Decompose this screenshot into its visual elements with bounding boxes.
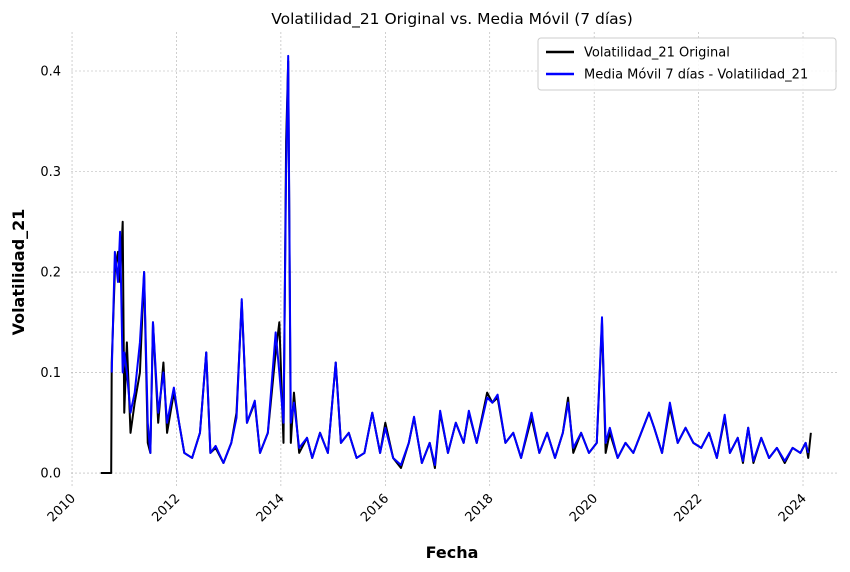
x-tick-label: 2018	[463, 491, 497, 525]
legend-box	[537, 37, 837, 91]
x-tick-label: 2016	[358, 491, 392, 525]
data-line	[110, 54, 810, 466]
y-tick-label: 0.0	[40, 467, 61, 482]
y-tick-label: 0.2	[40, 266, 61, 281]
chart-title: Volatilidad_21 Original vs. Media Móvil …	[271, 10, 633, 29]
y-tick-label: 0.1	[40, 366, 61, 381]
x-tick-label: 2020	[567, 491, 601, 525]
data-line	[100, 59, 812, 475]
x-tick-label: 2022	[671, 491, 705, 525]
legend-label: Media Móvil 7 días - Volatilidad_21	[584, 68, 808, 83]
x-tick-label: 2010	[45, 491, 79, 525]
x-axis-label: Fecha	[426, 543, 479, 562]
x-tick-label: 2012	[149, 491, 183, 525]
legend-label: Volatilidad_21 Original	[584, 46, 730, 61]
y-tick-label: 0.4	[40, 64, 61, 79]
y-tick-label: 0.3	[40, 165, 61, 180]
x-tick-label: 2014	[254, 491, 288, 525]
x-tick-label: 2024	[776, 491, 810, 525]
y-axis-label: Volatilidad_21	[9, 209, 28, 336]
